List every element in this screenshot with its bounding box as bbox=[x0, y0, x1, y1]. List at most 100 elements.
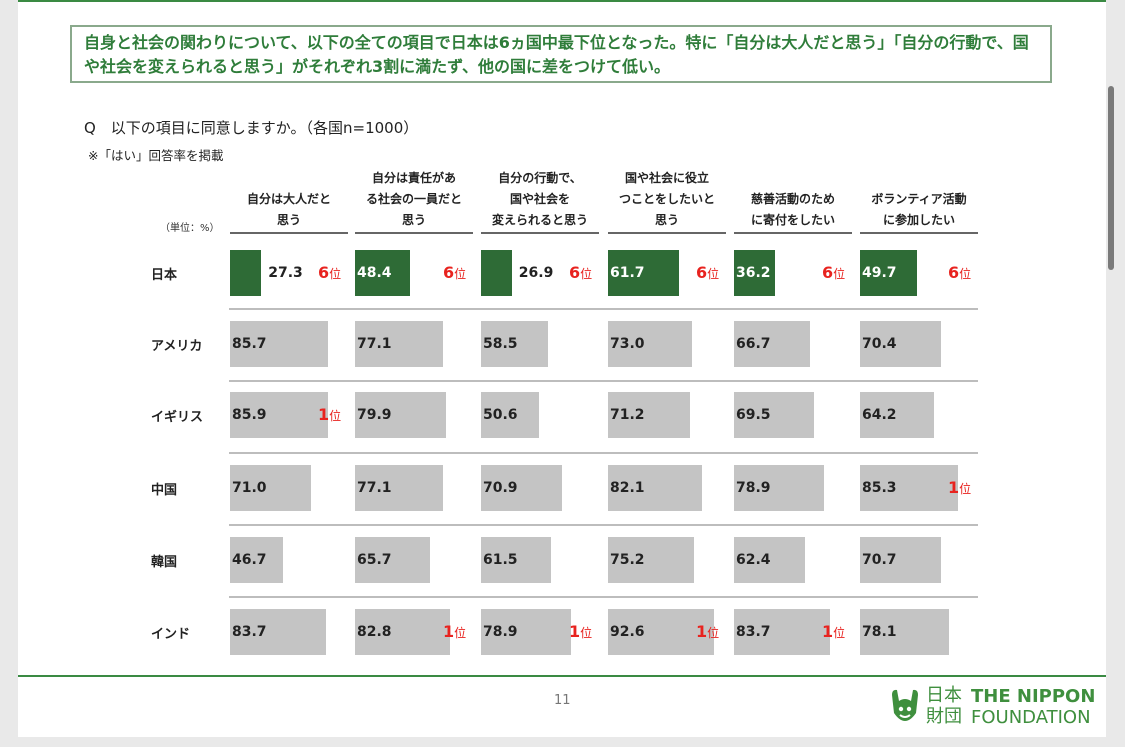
column-header-line: 変えられると思う bbox=[491, 213, 588, 227]
bar bbox=[860, 465, 958, 511]
column-header-line: 慈善活動のため bbox=[750, 192, 835, 206]
bar bbox=[230, 465, 312, 511]
value-label: 27.3 bbox=[268, 265, 303, 281]
value-label: 71.0 bbox=[232, 480, 267, 496]
row-divider bbox=[229, 308, 978, 310]
bar bbox=[860, 321, 941, 367]
bar bbox=[608, 392, 690, 438]
value-label: 82.1 bbox=[610, 480, 645, 496]
rank-number: 1 bbox=[443, 622, 455, 641]
value-label: 61.5 bbox=[483, 552, 518, 568]
value-label: 46.7 bbox=[232, 552, 267, 568]
column-header-line: ボランティア活動 bbox=[871, 192, 967, 206]
nippon-foundation-logo: 日本財団 THE NIPPON FOUNDATION bbox=[888, 685, 1100, 729]
value-label: 83.7 bbox=[232, 624, 267, 640]
bar bbox=[230, 250, 262, 296]
headline-box: 自身と社会の関わりについて、以下の全ての項目で日本は6ヵ国中最下位となった。特に… bbox=[70, 25, 1052, 83]
value-label: 79.9 bbox=[357, 407, 392, 423]
scrollbar-thumb[interactable] bbox=[1108, 86, 1114, 270]
foundation-emblem-icon bbox=[892, 689, 918, 721]
country-label: イギリス bbox=[151, 410, 204, 425]
bar bbox=[481, 250, 512, 296]
rank-badge: 6位 bbox=[569, 264, 592, 283]
column-header-line: 国や社会に役立 bbox=[624, 171, 709, 185]
country-label: インド bbox=[151, 627, 191, 642]
value-label: 75.2 bbox=[610, 552, 645, 568]
rank-badge: 6位 bbox=[318, 264, 341, 283]
bar bbox=[481, 609, 572, 655]
bar bbox=[608, 250, 679, 296]
footer-divider bbox=[18, 675, 1106, 677]
bar bbox=[481, 465, 563, 511]
rank-number: 1 bbox=[822, 622, 834, 641]
value-label: 83.7 bbox=[736, 624, 771, 640]
column-header-line: に参加したい bbox=[882, 213, 955, 227]
value-label: 62.4 bbox=[736, 552, 771, 568]
rank-suffix: 位 bbox=[959, 267, 972, 281]
value-label: 61.7 bbox=[610, 265, 645, 281]
column-header-6: ボランティア活動 に参加したい bbox=[860, 170, 978, 234]
page-number: 11 bbox=[554, 693, 571, 708]
logo-english-line2: FOUNDATION bbox=[971, 707, 1091, 728]
bar bbox=[230, 609, 326, 655]
rank-suffix: 位 bbox=[454, 267, 467, 281]
value-label: 85.9 bbox=[232, 407, 267, 423]
bar bbox=[230, 392, 329, 438]
value-label: 71.2 bbox=[610, 407, 645, 423]
rank-suffix: 位 bbox=[580, 267, 593, 281]
column-header-line: 国や社会を bbox=[509, 192, 570, 206]
top-divider bbox=[18, 0, 1106, 2]
note-text: ※「はい」回答率を掲載 bbox=[88, 148, 224, 163]
column-header-line: に寄付をしたい bbox=[750, 213, 835, 227]
rank-suffix: 位 bbox=[707, 626, 720, 640]
column-header-line: 思う bbox=[276, 213, 301, 227]
bar bbox=[481, 537, 552, 583]
bar bbox=[734, 465, 825, 511]
rank-suffix: 位 bbox=[833, 626, 846, 640]
bar bbox=[860, 609, 950, 655]
value-label: 92.6 bbox=[610, 624, 645, 640]
value-label: 64.2 bbox=[862, 407, 897, 423]
country-label: 日本 bbox=[151, 268, 178, 283]
value-label: 26.9 bbox=[518, 265, 554, 281]
bar bbox=[608, 465, 702, 511]
rank-number: 1 bbox=[696, 622, 708, 641]
rank-number: 6 bbox=[948, 263, 960, 282]
bar bbox=[355, 321, 444, 367]
value-label: 85.3 bbox=[862, 480, 897, 496]
rank-suffix: 位 bbox=[329, 409, 342, 423]
bar bbox=[355, 392, 447, 438]
bar bbox=[230, 537, 284, 583]
rank-badge: 1位 bbox=[948, 479, 971, 498]
bar bbox=[860, 537, 941, 583]
rank-number: 6 bbox=[569, 263, 581, 282]
rank-badge: 1位 bbox=[696, 623, 719, 642]
value-label: 48.4 bbox=[357, 265, 392, 281]
bar bbox=[481, 392, 539, 438]
bar bbox=[734, 392, 814, 438]
rank-badge: 1位 bbox=[443, 623, 466, 642]
country-label: アメリカ bbox=[151, 339, 203, 354]
value-label: 69.5 bbox=[736, 407, 771, 423]
rank-number: 6 bbox=[696, 263, 708, 282]
value-label: 77.1 bbox=[357, 480, 392, 496]
country-label: 中国 bbox=[151, 483, 178, 498]
bar bbox=[860, 392, 934, 438]
column-header-1: 自分は大人だと 思う bbox=[230, 170, 348, 234]
column-header-3: 自分の行動で、 国や社会を 変えられると思う bbox=[481, 170, 599, 234]
rank-badge: 1位 bbox=[569, 623, 592, 642]
value-label: 49.7 bbox=[862, 265, 897, 281]
column-header-line: 自分は大人だと bbox=[246, 192, 331, 206]
logo-english-line1: THE NIPPON bbox=[971, 686, 1096, 707]
unit-label: （単位：%） bbox=[160, 223, 220, 234]
slide-page: 自身と社会の関わりについて、以下の全ての項目で日本は6ヵ国中最下位となった。特に… bbox=[18, 0, 1106, 737]
bar bbox=[734, 537, 806, 583]
column-header-line: る社会の一員だと bbox=[365, 192, 462, 206]
value-label: 78.9 bbox=[483, 624, 518, 640]
row-divider bbox=[229, 524, 978, 526]
column-header-line: 思う bbox=[654, 213, 679, 227]
value-label: 58.5 bbox=[483, 336, 518, 352]
value-label: 70.4 bbox=[862, 336, 897, 352]
column-header-line: 自分は責任があ bbox=[371, 171, 456, 185]
value-label: 73.0 bbox=[610, 336, 645, 352]
